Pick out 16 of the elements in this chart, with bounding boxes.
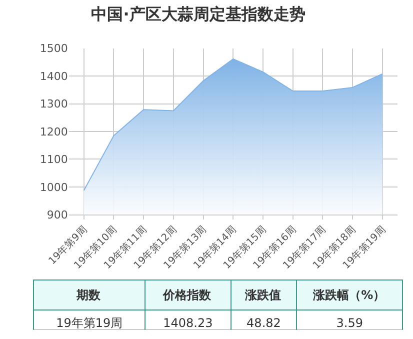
y-tick-label: 1300 (40, 98, 68, 111)
text: 1408.23 (163, 316, 213, 330)
chart-title: 中国·产区大蒜周定基指数走势 (91, 4, 306, 24)
y-tick-label: 1100 (40, 153, 68, 166)
text: 19年第19周 (56, 316, 123, 330)
text: 涨跌幅（%） (312, 288, 386, 302)
y-tick-label: 1500 (40, 42, 68, 56)
text: 价格指数 (162, 288, 212, 302)
text: 48.82 (246, 316, 281, 330)
y-tick-label: 900 (46, 208, 68, 222)
y-tick-label: 1000 (40, 180, 68, 194)
y-tick-label: 1200 (40, 125, 68, 138)
text: 3.59 (336, 316, 364, 330)
y-tick-label: 1400 (40, 70, 68, 83)
text: 期数 (75, 288, 102, 302)
text: 涨跌值 (244, 288, 282, 302)
